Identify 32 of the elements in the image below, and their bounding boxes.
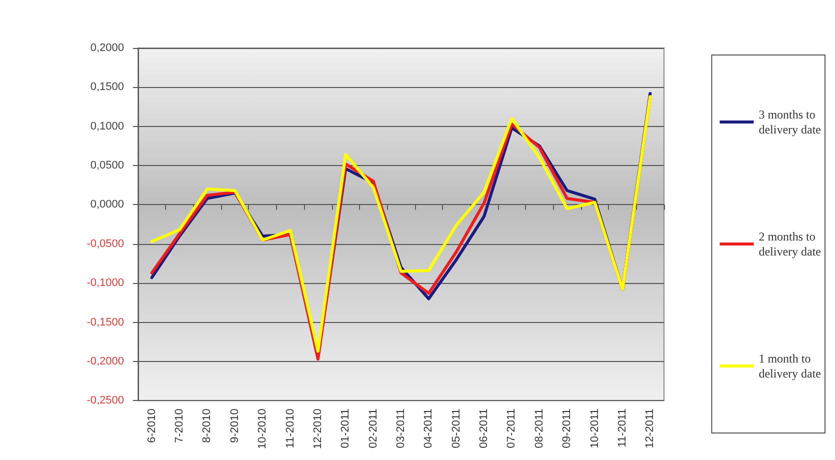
- x-tick-label: 12-2011: [644, 408, 656, 448]
- y-tick-label: -0,1500: [86, 316, 124, 328]
- y-tick-label: -0,2500: [86, 394, 124, 407]
- y-tick-label: -0,0500: [86, 238, 124, 250]
- y-tick-label: 0,0500: [90, 160, 124, 172]
- y-tick-label: 0,1000: [90, 120, 124, 132]
- y-tick-label: -0,2000: [86, 355, 124, 368]
- y-tick-label: -0,1000: [86, 277, 124, 290]
- legend-label: 1 month to delivery date: [758, 352, 822, 380]
- y-tick-label: 0,0000: [90, 198, 124, 211]
- x-tick-label: 07-2011: [506, 408, 518, 448]
- x-tick-label: 10-2010: [256, 408, 269, 450]
- x-tick-label: 6-2010: [146, 408, 158, 443]
- x-tick-label: 11-2010: [284, 408, 296, 448]
- x-tick-label: 02-2011: [367, 408, 380, 448]
- x-tick-label: 11-2011: [616, 408, 628, 448]
- x-tick-label: 06-2011: [478, 408, 490, 448]
- x-tick-label: 8-2010: [201, 408, 214, 443]
- y-tick-label: 0,2000: [90, 42, 124, 54]
- x-tick-label: 10-2011: [588, 408, 601, 448]
- x-tick-label: 08-2011: [533, 408, 546, 448]
- x-tick-label: 03-2011: [395, 408, 407, 448]
- x-tick-label: 9-2010: [228, 408, 241, 443]
- x-tick-label: 05-2011: [450, 408, 462, 448]
- x-tick-label: 12-2010: [312, 408, 324, 450]
- x-tick-label: 09-2011: [561, 408, 574, 448]
- x-tick-label: 01-2011: [340, 408, 352, 448]
- x-tick-label: 7-2010: [174, 408, 186, 443]
- legend-label: 3 months to delivery date: [758, 108, 822, 136]
- x-tick-label: 04-2011: [422, 408, 435, 448]
- y-tick-label: 0,1500: [90, 81, 124, 94]
- legend-label: 2 months to delivery date: [758, 230, 822, 258]
